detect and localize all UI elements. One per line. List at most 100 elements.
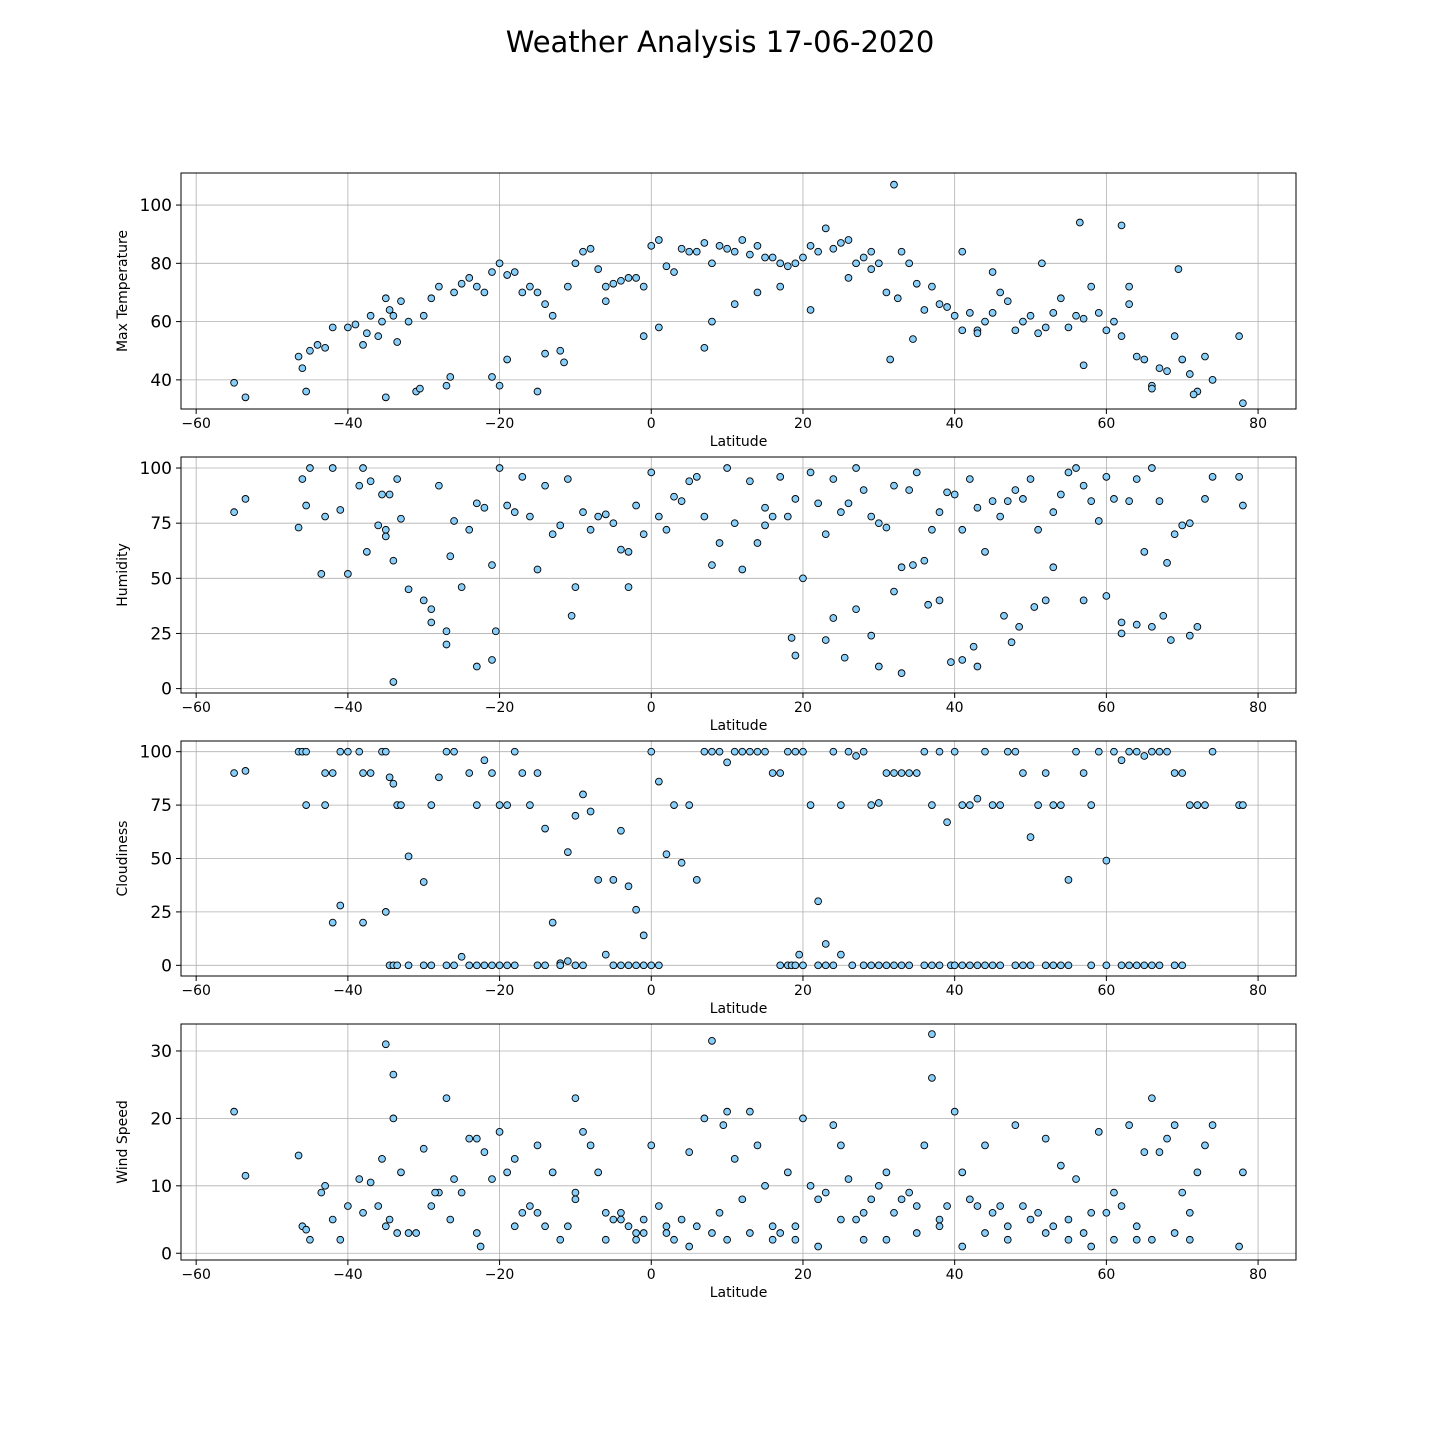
data-point — [465, 1134, 474, 1143]
data-point — [965, 475, 974, 483]
data-point — [1178, 1188, 1187, 1197]
data-point — [692, 473, 701, 481]
data-point — [905, 961, 914, 970]
data-point — [355, 481, 364, 490]
data-point — [730, 747, 739, 756]
data-point — [1041, 769, 1050, 777]
data-point — [844, 1175, 853, 1183]
data-point — [518, 288, 527, 297]
data-point — [563, 282, 572, 291]
data-point — [317, 570, 326, 578]
data-point — [1201, 352, 1209, 361]
data-point — [457, 1188, 466, 1197]
data-point — [472, 961, 481, 970]
data-point — [1235, 332, 1243, 341]
data-point — [806, 241, 815, 250]
data-point — [1148, 1235, 1156, 1244]
data-point — [662, 850, 671, 859]
data-point — [480, 961, 489, 970]
data-point — [1102, 961, 1111, 970]
data-point — [859, 961, 868, 970]
data-point — [730, 300, 739, 308]
data-point — [1193, 622, 1202, 631]
data-point — [837, 1141, 845, 1150]
data-point — [795, 950, 804, 959]
data-point — [362, 329, 371, 338]
data-point — [1185, 1235, 1194, 1244]
data-point — [571, 1195, 580, 1204]
data-point — [859, 1235, 868, 1244]
data-point — [821, 1188, 830, 1197]
data-point — [632, 1235, 640, 1244]
data-point — [1026, 961, 1035, 970]
data-point — [958, 656, 967, 664]
data-point — [655, 323, 663, 332]
data-point — [791, 747, 800, 756]
data-point — [1178, 355, 1187, 364]
data-point — [571, 1094, 580, 1103]
data-point — [503, 1168, 512, 1177]
data-point — [306, 464, 314, 472]
data-point — [526, 801, 534, 809]
data-point — [518, 769, 527, 777]
data-point — [1140, 355, 1149, 364]
data-point — [617, 1208, 625, 1217]
data-point — [969, 642, 978, 651]
data-point — [973, 662, 982, 671]
data-point — [503, 801, 512, 809]
data-point — [1193, 801, 1202, 809]
x-tick-label: 0 — [647, 700, 656, 716]
data-point — [829, 1121, 838, 1129]
data-point — [1148, 384, 1156, 393]
data-point — [624, 274, 633, 282]
x-tick-label: 40 — [946, 983, 964, 999]
data-point — [1026, 311, 1035, 320]
data-point — [859, 486, 868, 494]
data-point — [639, 332, 648, 341]
data-point — [776, 961, 785, 970]
data-point — [1155, 1148, 1164, 1156]
data-point — [556, 961, 565, 970]
data-point — [1189, 390, 1198, 399]
data-point — [431, 1188, 439, 1197]
data-point — [670, 1235, 678, 1244]
data-point — [465, 525, 474, 534]
data-point — [450, 1175, 458, 1183]
data-point — [753, 1141, 762, 1150]
data-point — [533, 387, 542, 396]
data-point — [404, 1229, 413, 1237]
x-tick-label: −40 — [333, 983, 363, 999]
data-point — [442, 381, 451, 390]
data-point — [670, 268, 678, 276]
data-point — [958, 525, 967, 534]
data-point — [799, 961, 807, 970]
y-tick-label: 75 — [150, 796, 172, 816]
axes-frame — [180, 172, 1297, 410]
data-point — [617, 826, 625, 835]
data-point — [700, 239, 709, 247]
data-point — [988, 309, 997, 317]
data-point — [814, 247, 822, 256]
data-point — [947, 658, 955, 666]
data-point — [465, 769, 474, 777]
y-tick-label: 25 — [150, 624, 172, 644]
data-point — [859, 747, 868, 756]
data-point — [814, 897, 822, 906]
data-point — [867, 247, 876, 256]
data-point — [730, 519, 739, 528]
data-point — [328, 323, 337, 332]
data-point — [321, 1181, 329, 1190]
data-point — [1049, 309, 1058, 317]
data-point — [294, 352, 303, 361]
data-point — [381, 908, 390, 916]
y-tick-label: 60 — [150, 313, 172, 333]
data-point — [791, 1235, 800, 1244]
data-point — [298, 364, 307, 373]
data-point — [344, 570, 352, 578]
data-point — [886, 355, 895, 364]
data-point — [427, 294, 436, 303]
data-point — [374, 521, 383, 530]
data-point — [1049, 1222, 1058, 1231]
x-axis-label: Latitude — [710, 434, 768, 450]
